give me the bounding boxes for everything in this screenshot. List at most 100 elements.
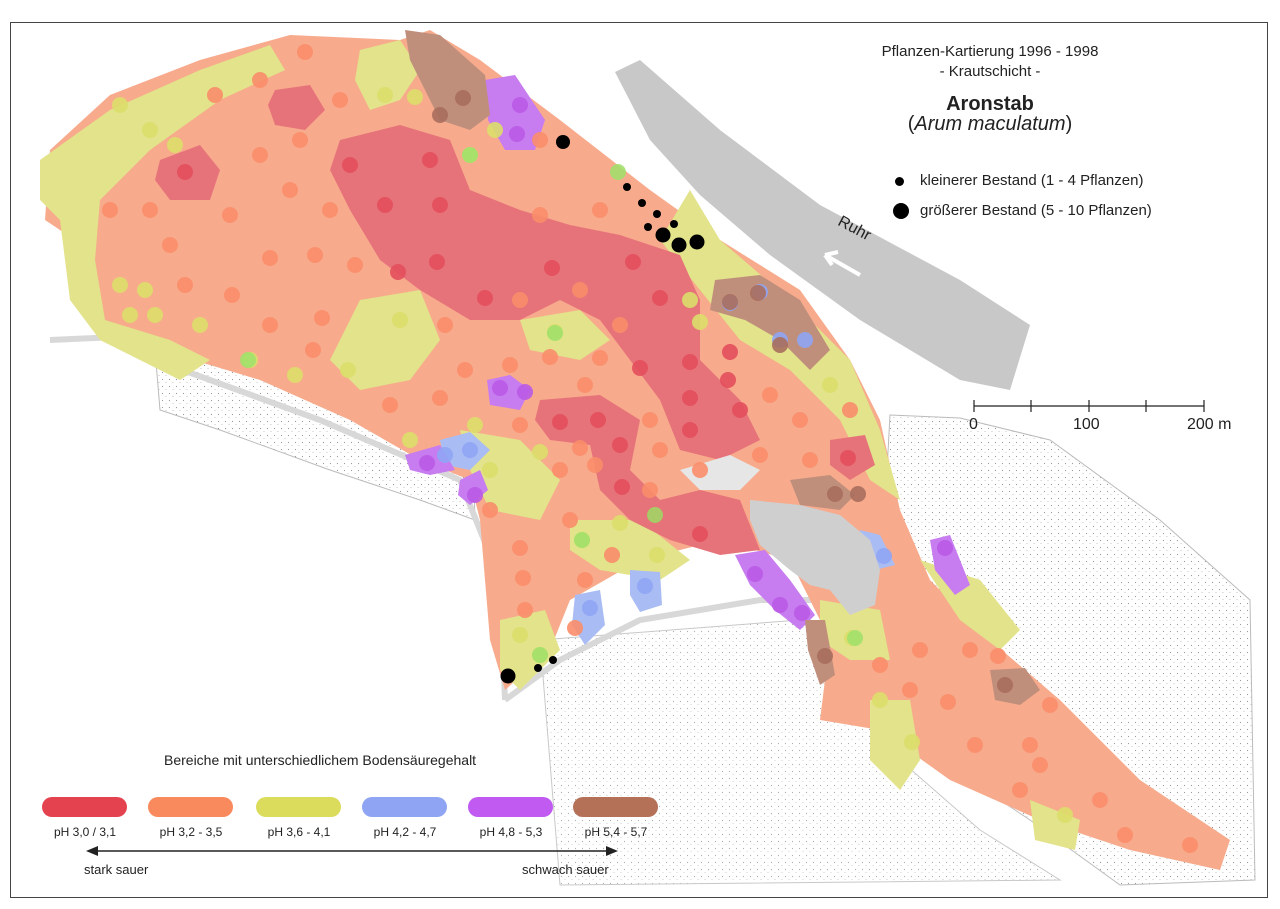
sample-point <box>122 307 138 323</box>
sample-point <box>1022 737 1038 753</box>
small-occurrence-dot <box>534 664 542 672</box>
swatch-ph-36-41 <box>256 797 341 817</box>
sample-point <box>692 526 708 542</box>
sample-point <box>512 292 528 308</box>
sample-point <box>142 122 158 138</box>
sample-point <box>207 87 223 103</box>
sample-point <box>177 277 193 293</box>
sample-point <box>962 642 978 658</box>
swatch-ph-30-31 <box>42 797 127 817</box>
sample-point <box>1117 827 1133 843</box>
sample-point <box>515 570 531 586</box>
sample-point <box>840 450 856 466</box>
ph-legend-heading: Bereiche mit unterschiedlichem Bodensäur… <box>164 752 477 768</box>
sample-point <box>1057 807 1073 823</box>
sample-point <box>147 307 163 323</box>
sample-point <box>177 164 193 180</box>
sample-point <box>432 107 448 123</box>
small-occurrence-dot <box>623 183 631 191</box>
sample-point <box>547 325 563 341</box>
sample-point <box>462 442 478 458</box>
sample-point <box>997 677 1013 693</box>
sample-point <box>509 126 525 142</box>
sample-point <box>904 734 920 750</box>
sample-point <box>1012 782 1028 798</box>
sample-point <box>572 282 588 298</box>
sample-point <box>937 540 953 556</box>
sample-point <box>432 197 448 213</box>
sample-point <box>842 402 858 418</box>
sample-point <box>614 479 630 495</box>
swatch-label-ph-54-57: pH 5,4 - 5,7 <box>584 825 648 839</box>
sample-point <box>137 282 153 298</box>
acidity-arrow <box>86 846 618 856</box>
survey-title: Pflanzen-Kartierung 1996 - 1998 <box>881 43 1099 60</box>
sample-point <box>642 412 658 428</box>
sample-point <box>517 602 533 618</box>
sample-points <box>102 44 1198 853</box>
species-latin-name: (Arum maculatum) <box>907 113 1073 135</box>
scale-label-100: 100 <box>1073 416 1100 433</box>
sample-point <box>612 317 628 333</box>
sample-point <box>487 122 503 138</box>
sample-point <box>720 372 736 388</box>
sample-point <box>314 310 330 326</box>
sample-point <box>647 507 663 523</box>
small-occurrence-dot <box>638 199 646 207</box>
sample-point <box>402 432 418 448</box>
sample-point <box>262 250 278 266</box>
sample-point <box>682 422 698 438</box>
sample-point <box>322 202 338 218</box>
sample-point <box>502 357 518 373</box>
sample-point <box>347 257 363 273</box>
swatch-ph-32-35 <box>148 797 233 817</box>
swatch-ph-48-53 <box>468 797 553 817</box>
sample-point <box>610 164 626 180</box>
sample-point <box>419 455 435 471</box>
scale-label-0: 0 <box>969 416 978 433</box>
swatch-ph-54-57 <box>573 797 658 817</box>
sample-point <box>422 152 438 168</box>
sample-point <box>1042 697 1058 713</box>
species-name: Aronstab <box>946 93 1034 115</box>
sample-point <box>532 647 548 663</box>
sample-point <box>512 417 528 433</box>
sample-point <box>802 452 818 468</box>
swatch-label-ph-36-41: pH 3,6 - 4,1 <box>267 825 331 839</box>
sample-point <box>637 578 653 594</box>
large-occurrence-label: größerer Bestand (5 - 10 Pflanzen) <box>920 202 1152 219</box>
sample-point <box>287 367 303 383</box>
sample-point <box>432 390 448 406</box>
sample-point <box>532 207 548 223</box>
sample-point <box>612 437 628 453</box>
sample-point <box>592 202 608 218</box>
building-complex <box>750 500 880 615</box>
sample-point <box>590 412 606 428</box>
sample-point <box>252 72 268 88</box>
sample-point <box>552 462 568 478</box>
sample-point <box>652 442 668 458</box>
small-occurrence-dot <box>644 223 652 231</box>
sample-point <box>467 487 483 503</box>
sample-point <box>477 290 493 306</box>
sample-point <box>682 390 698 406</box>
sample-point <box>532 132 548 148</box>
sample-point <box>112 277 128 293</box>
sample-point <box>292 132 308 148</box>
sample-point <box>1182 837 1198 853</box>
sample-point <box>512 627 528 643</box>
sample-point <box>940 694 956 710</box>
sample-point <box>392 312 408 328</box>
sample-point <box>747 566 763 582</box>
small-occurrence-label: kleinerer Bestand (1 - 4 Pflanzen) <box>920 172 1144 189</box>
sample-point <box>457 362 473 378</box>
sample-point <box>967 737 983 753</box>
large-occurrence-dot <box>500 668 516 684</box>
sample-point <box>482 502 498 518</box>
sample-point <box>827 486 843 502</box>
sample-point <box>102 202 118 218</box>
sample-point <box>342 157 358 173</box>
sample-point <box>632 360 648 376</box>
sample-point <box>625 254 641 270</box>
sample-point <box>340 362 356 378</box>
